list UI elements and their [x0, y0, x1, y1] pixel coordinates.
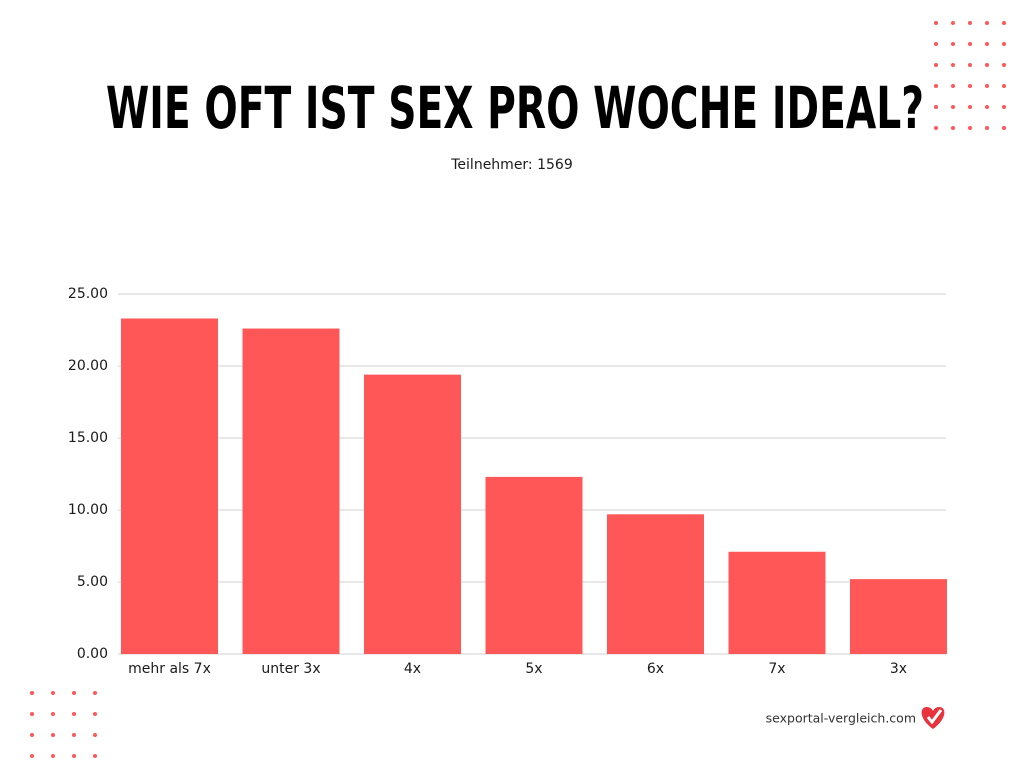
dot — [934, 63, 938, 67]
dot — [1002, 63, 1006, 67]
dot — [93, 754, 97, 758]
x-tick-label: unter 3x — [261, 661, 320, 677]
dot — [51, 754, 55, 758]
chart-subtitle: Teilnehmer: 1569 — [450, 157, 572, 173]
dot — [951, 21, 955, 25]
dot — [934, 105, 938, 109]
dot — [934, 84, 938, 88]
dot — [951, 105, 955, 109]
bar — [121, 318, 218, 654]
dot — [51, 712, 55, 716]
x-tick-label: 7x — [768, 661, 785, 677]
y-tick-label: 25.00 — [68, 286, 108, 302]
y-tick-label: 15.00 — [68, 430, 108, 446]
dot — [985, 84, 989, 88]
dot — [951, 63, 955, 67]
logo — [921, 707, 945, 729]
dot — [1002, 21, 1006, 25]
x-tick-label: 3x — [890, 661, 907, 677]
chart-title: WIE OFT IST SEX PRO WOCHE IDEAL? — [106, 74, 924, 142]
dot — [1002, 84, 1006, 88]
dot — [30, 691, 34, 695]
dot — [72, 733, 76, 737]
dot — [968, 105, 972, 109]
bar — [485, 476, 583, 654]
dot — [72, 691, 76, 695]
dot — [968, 84, 972, 88]
dot — [985, 105, 989, 109]
bar — [364, 374, 461, 654]
dot — [30, 754, 34, 758]
dot — [30, 712, 34, 716]
dot — [93, 691, 97, 695]
dot — [934, 21, 938, 25]
decor-dots — [30, 21, 1006, 758]
dot — [968, 63, 972, 67]
bar — [607, 514, 704, 654]
dot — [951, 84, 955, 88]
dot — [985, 126, 989, 130]
dot — [951, 126, 955, 130]
y-tick-label: 0.00 — [77, 646, 108, 662]
x-tick-label: mehr als 7x — [128, 661, 211, 677]
dot — [1002, 126, 1006, 130]
dot — [968, 126, 972, 130]
x-tick-label: 4x — [404, 661, 421, 677]
dot — [985, 21, 989, 25]
dot — [985, 63, 989, 67]
y-tick-label: 10.00 — [68, 502, 108, 518]
x-tick-label: 5x — [525, 661, 542, 677]
bar — [728, 551, 826, 654]
x-tick-label: 6x — [647, 661, 664, 677]
dot — [1002, 105, 1006, 109]
dot — [51, 691, 55, 695]
dot — [93, 733, 97, 737]
dot — [93, 712, 97, 716]
y-tick-label: 20.00 — [68, 358, 108, 374]
dot — [985, 42, 989, 46]
dot — [968, 21, 972, 25]
y-tick-label: 5.00 — [77, 574, 108, 590]
dot — [934, 42, 938, 46]
dot — [72, 754, 76, 758]
dot — [934, 126, 938, 130]
dot — [30, 733, 34, 737]
dot — [72, 712, 76, 716]
dot — [951, 42, 955, 46]
dot — [1002, 42, 1006, 46]
bar — [242, 328, 340, 654]
footer: sexportal-vergleich.com — [766, 711, 916, 726]
dot — [968, 42, 972, 46]
bar — [850, 579, 947, 654]
dot — [51, 733, 55, 737]
